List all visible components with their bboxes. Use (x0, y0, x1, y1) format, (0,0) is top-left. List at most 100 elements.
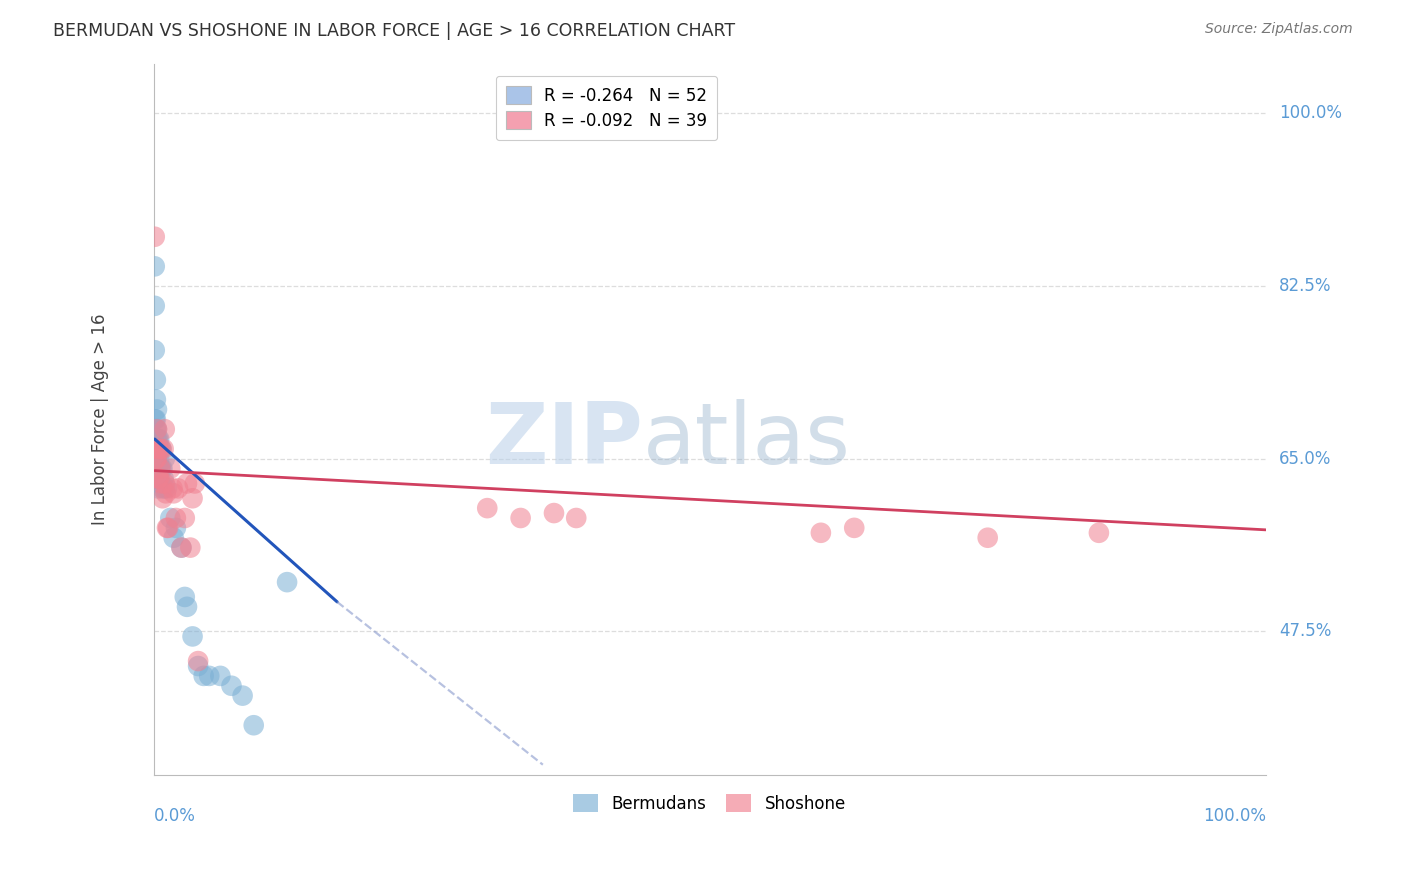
Point (143, 412, 166, 426)
Point (143, 343, 166, 358)
Point (149, 442, 172, 456)
Point (162, 482, 184, 496)
Point (221, 679, 243, 693)
Point (145, 422, 167, 436)
Point (181, 629, 204, 643)
Point (149, 461, 172, 475)
Text: In Labor Force | Age > 16: In Labor Force | Age > 16 (91, 314, 110, 525)
Point (145, 432, 167, 446)
Point (146, 432, 169, 446)
Text: 100.0%: 100.0% (1279, 104, 1343, 122)
Point (565, 511, 588, 525)
Point (477, 501, 499, 516)
Point (146, 471, 169, 485)
Point (152, 442, 174, 456)
Point (810, 525, 832, 540)
Point (145, 471, 167, 485)
Point (163, 486, 186, 500)
Point (146, 432, 169, 446)
Point (146, 451, 169, 466)
Text: 65.0%: 65.0% (1279, 450, 1331, 467)
Point (148, 432, 170, 446)
Point (976, 531, 998, 545)
Point (148, 451, 170, 466)
Point (173, 511, 195, 525)
Text: 100.0%: 100.0% (1202, 806, 1265, 824)
Point (143, 451, 166, 466)
Point (173, 590, 195, 604)
Point (150, 476, 173, 491)
Point (153, 422, 176, 436)
Point (193, 669, 215, 683)
Text: atlas: atlas (643, 399, 851, 483)
Point (198, 669, 221, 683)
Point (165, 511, 187, 525)
Point (156, 521, 179, 535)
Point (145, 392, 167, 407)
Point (145, 461, 167, 475)
Point (146, 482, 169, 496)
Point (148, 471, 170, 485)
Point (146, 442, 169, 456)
Point (146, 442, 169, 456)
Point (146, 402, 169, 417)
Point (148, 442, 170, 456)
Point (146, 422, 169, 436)
Point (145, 412, 167, 426)
Point (543, 506, 565, 520)
Point (148, 471, 170, 485)
Legend: Bermudans, Shoshone: Bermudans, Shoshone (567, 788, 852, 820)
Point (176, 599, 198, 614)
Point (146, 471, 169, 485)
Point (149, 461, 172, 475)
Point (145, 442, 167, 456)
Point (150, 461, 173, 475)
Point (163, 531, 186, 545)
Point (242, 718, 264, 732)
Point (146, 461, 169, 475)
Point (170, 541, 193, 555)
Point (167, 482, 190, 496)
Point (146, 451, 169, 466)
Point (150, 442, 173, 456)
Point (159, 461, 181, 475)
Point (143, 442, 166, 456)
Point (152, 482, 174, 496)
Point (232, 689, 254, 703)
Point (152, 461, 174, 475)
Point (184, 476, 207, 491)
Point (209, 669, 232, 683)
Text: 47.5%: 47.5% (1279, 623, 1331, 640)
Text: ZIP: ZIP (485, 399, 643, 483)
Point (159, 511, 181, 525)
Point (187, 654, 209, 668)
Text: 82.5%: 82.5% (1279, 277, 1331, 295)
Point (145, 451, 167, 466)
Point (143, 260, 166, 274)
Text: BERMUDAN VS SHOSHONE IN LABOR FORCE | AGE > 16 CORRELATION CHART: BERMUDAN VS SHOSHONE IN LABOR FORCE | AG… (53, 22, 735, 40)
Point (276, 575, 298, 590)
Point (152, 471, 174, 485)
Point (145, 451, 167, 466)
Point (143, 229, 166, 244)
Point (153, 451, 176, 466)
Point (152, 491, 174, 506)
Point (150, 442, 173, 456)
Point (146, 422, 169, 436)
Point (176, 476, 198, 491)
Point (179, 541, 201, 555)
Point (153, 476, 176, 491)
Point (153, 482, 176, 496)
Point (170, 541, 193, 555)
Point (143, 299, 166, 313)
Point (187, 659, 209, 673)
Point (844, 521, 866, 535)
Point (146, 442, 169, 456)
Point (145, 373, 167, 387)
Point (181, 491, 204, 506)
Point (509, 511, 531, 525)
Text: Source: ZipAtlas.com: Source: ZipAtlas.com (1205, 22, 1353, 37)
Point (165, 521, 187, 535)
Point (156, 482, 179, 496)
Point (1088, 525, 1111, 540)
